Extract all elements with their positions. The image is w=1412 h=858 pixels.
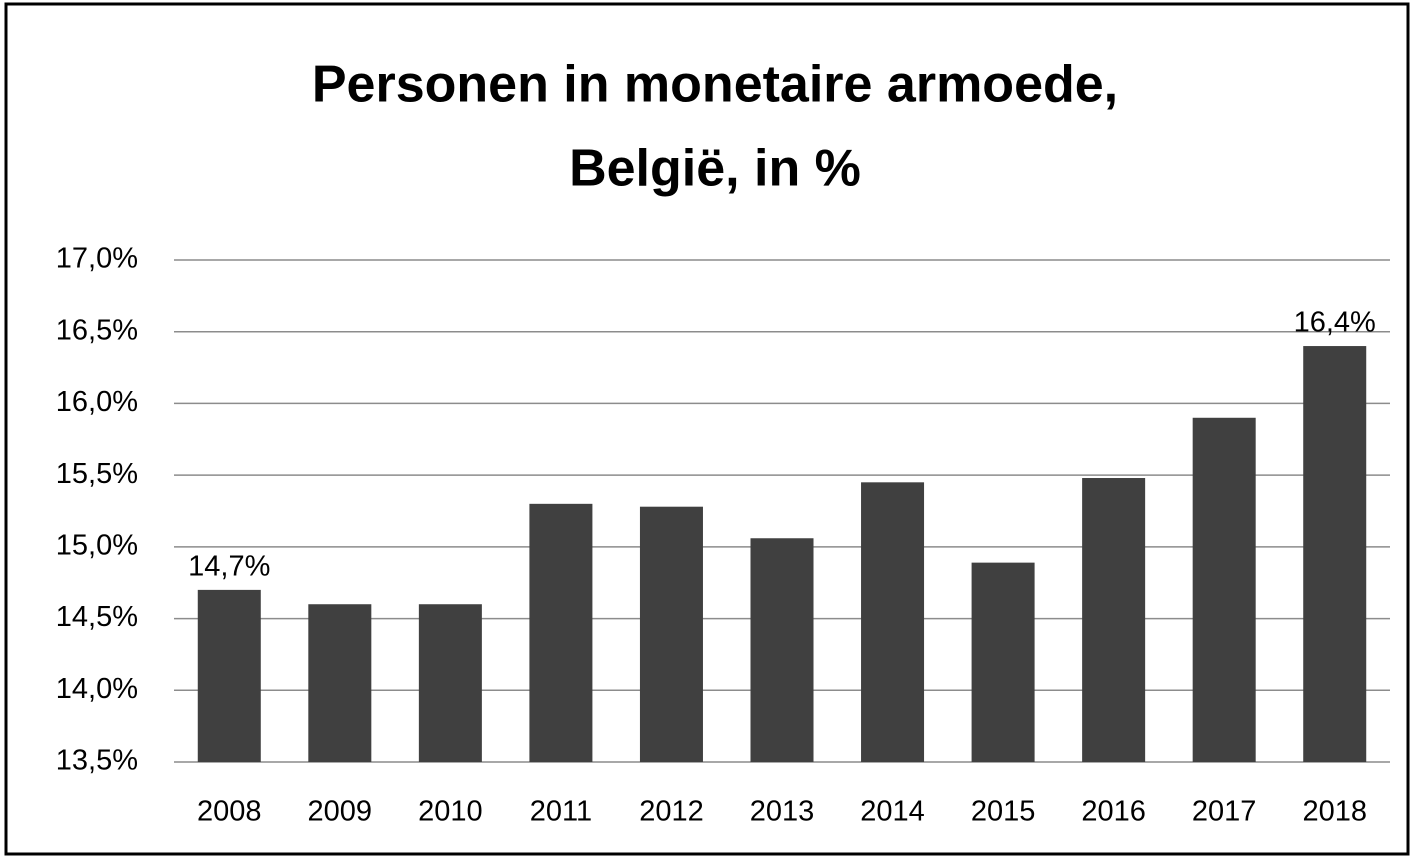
- bar: [418, 604, 482, 762]
- chart-title: België, in %: [569, 140, 861, 198]
- y-tick-label: 16,5%: [56, 314, 138, 346]
- chart-title: Personen in monetaire armoede,: [312, 56, 1118, 114]
- data-label: 16,4%: [1294, 307, 1376, 339]
- bar: [639, 506, 703, 762]
- y-tick-label: 15,0%: [56, 530, 138, 562]
- bar: [861, 482, 925, 762]
- x-tick-label: 2011: [530, 796, 592, 828]
- bar: [750, 538, 814, 762]
- x-tick-label: 2013: [750, 796, 815, 828]
- y-tick-label: 13,5%: [56, 745, 138, 777]
- bar: [971, 562, 1035, 762]
- data-label: 14,7%: [188, 551, 270, 583]
- x-tick-label: 2014: [860, 796, 925, 828]
- x-tick-label: 2018: [1302, 796, 1367, 828]
- x-tick-label: 2016: [1081, 796, 1146, 828]
- y-tick-label: 17,0%: [56, 243, 138, 275]
- x-tick-label: 2009: [308, 796, 373, 828]
- x-tick-label: 2008: [197, 796, 262, 828]
- y-tick-label: 15,5%: [56, 458, 138, 490]
- bar: [197, 589, 261, 762]
- x-tick-label: 2017: [1192, 796, 1257, 828]
- y-tick-label: 14,0%: [56, 673, 138, 705]
- bar: [1303, 346, 1367, 762]
- bar: [308, 604, 372, 762]
- bar: [1192, 417, 1256, 762]
- y-tick-label: 16,0%: [56, 386, 138, 418]
- bar: [529, 503, 593, 762]
- y-tick-label: 14,5%: [56, 601, 138, 633]
- x-tick-label: 2010: [418, 796, 483, 828]
- bar: [1082, 478, 1146, 762]
- x-tick-label: 2015: [971, 796, 1036, 828]
- x-tick-label: 2012: [639, 796, 704, 828]
